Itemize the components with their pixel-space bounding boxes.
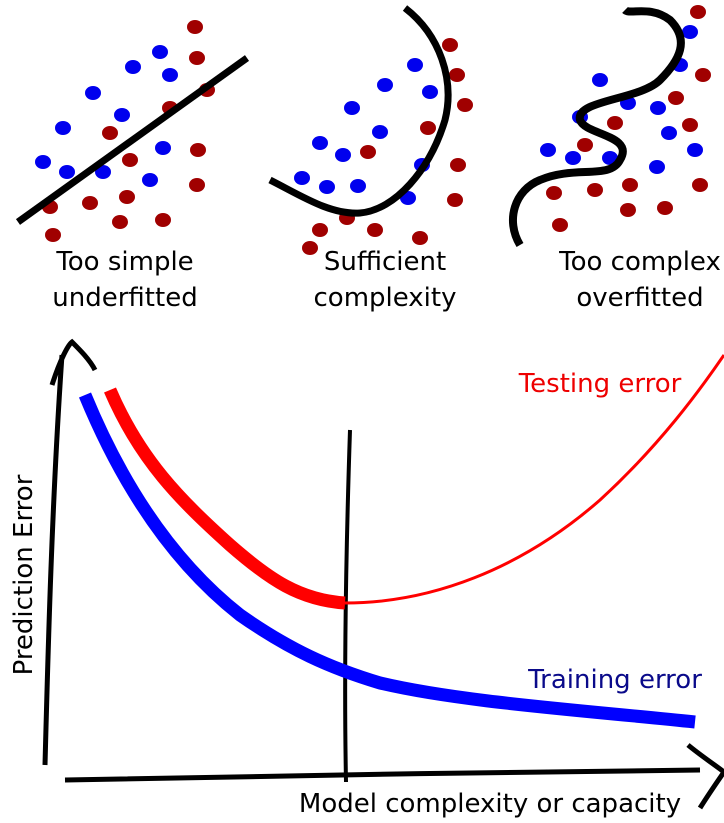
- x-axis-label: Model complexity or capacity: [299, 789, 681, 819]
- blue-dot: [650, 101, 666, 115]
- red-dot: [587, 183, 603, 197]
- blue-dot: [319, 180, 335, 194]
- blue-dot: [372, 125, 388, 139]
- red-dot: [607, 116, 623, 130]
- blue-dot: [294, 171, 310, 185]
- red-dot: [360, 145, 376, 159]
- blue-dot: [114, 108, 130, 122]
- blue-dot: [152, 45, 168, 59]
- red-dot: [45, 228, 61, 242]
- red-dot: [420, 121, 436, 135]
- curve-label: Testing error: [518, 369, 682, 399]
- blue-dot: [592, 73, 608, 87]
- panel-label: Sufficient: [324, 247, 446, 277]
- blue-dot: [142, 173, 158, 187]
- scatter-dots: [35, 5, 711, 255]
- blue-dot: [59, 165, 75, 179]
- y-axis-label: Prediction Error: [9, 474, 39, 675]
- red-dot: [122, 153, 138, 167]
- red-dot: [622, 178, 638, 192]
- blue-dot: [565, 151, 581, 165]
- red-dot: [447, 193, 463, 207]
- blue-dot: [682, 25, 698, 39]
- red-dot: [695, 68, 711, 82]
- blue-dot: [335, 148, 351, 162]
- blue-dot: [125, 60, 141, 74]
- blue-dot: [661, 126, 677, 140]
- red-dot: [190, 143, 206, 157]
- blue-dot: [35, 155, 51, 169]
- blue-dot: [649, 160, 665, 174]
- blue-dot: [344, 101, 360, 115]
- blue-dot: [162, 68, 178, 82]
- red-dot: [82, 196, 98, 210]
- red-dot: [155, 213, 171, 227]
- red-dot: [367, 223, 383, 237]
- blue-dot: [55, 121, 71, 135]
- curve-label: Training error: [527, 665, 702, 695]
- red-dot: [302, 241, 318, 255]
- blue-dot: [422, 85, 438, 99]
- blue-dot: [540, 143, 556, 157]
- testing-curve: [110, 390, 345, 603]
- panel-label: Too complex: [558, 247, 721, 277]
- blue-dot: [687, 143, 703, 157]
- red-dot: [657, 201, 673, 215]
- blue-dot: [85, 86, 101, 100]
- red-dot: [102, 126, 118, 140]
- red-dot: [189, 51, 205, 65]
- red-dot: [552, 218, 568, 232]
- optimum-line: [345, 430, 350, 782]
- red-dot: [312, 223, 328, 237]
- panel-label: Too simple: [55, 247, 193, 277]
- blue-dot: [350, 179, 366, 193]
- red-dot: [119, 190, 135, 204]
- red-dot: [412, 231, 428, 245]
- red-dot: [189, 178, 205, 192]
- red-dot: [546, 186, 562, 200]
- blue-dot: [407, 58, 423, 72]
- red-dot: [692, 178, 708, 192]
- blue-dot: [312, 136, 328, 150]
- panel-label: overfitted: [576, 283, 703, 313]
- red-dot: [450, 158, 466, 172]
- blue-dot: [377, 78, 393, 92]
- red-dot: [668, 91, 684, 105]
- red-dot: [577, 138, 593, 152]
- red-dot: [187, 20, 203, 34]
- red-dot: [442, 38, 458, 52]
- red-dot: [682, 118, 698, 132]
- red-dot: [112, 215, 128, 229]
- panel-label: underfitted: [52, 283, 197, 313]
- diagram: Too simple underfitted Sufficient comple…: [0, 0, 724, 823]
- red-dot: [457, 98, 473, 112]
- panel-label: complexity: [314, 283, 457, 313]
- red-dot: [690, 5, 706, 19]
- blue-dot: [155, 141, 171, 155]
- red-dot: [620, 203, 636, 217]
- overfit-curve: [513, 10, 681, 245]
- red-dot: [449, 68, 465, 82]
